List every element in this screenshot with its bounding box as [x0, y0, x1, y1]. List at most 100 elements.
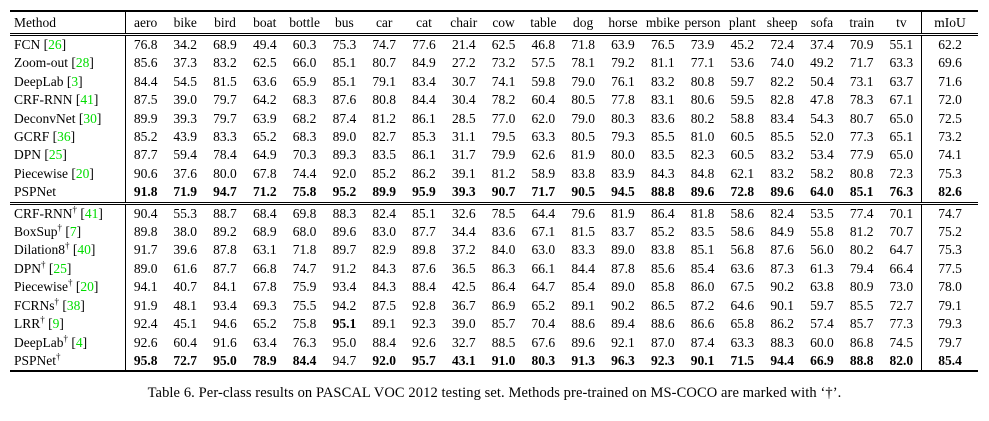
value-cell: 94.6 — [213, 316, 237, 332]
table-row: PSPNet 91.8 71.9 94.7 71.2 75.8 95.2 89.9 95.9 39… — [10, 183, 978, 204]
citation-link[interactable]: 20 — [80, 279, 94, 295]
value-cell: 31.7 — [451, 147, 476, 163]
value-cell: 55.1 — [889, 37, 914, 52]
value-cell: 79.0 — [571, 73, 595, 89]
value-cell: 95.0 — [213, 352, 237, 368]
miou-cell: 74.1 — [921, 146, 978, 165]
value-cell: 92.4 — [133, 316, 158, 332]
citation-link[interactable]: 38 — [66, 297, 81, 313]
value-cell: 88.8 — [650, 184, 675, 200]
value-cell: 81.9 — [571, 147, 595, 163]
table-row: DeconvNet [30] 89.9 39.3 79.7 63.9 68.2 87.4 81… — [10, 109, 978, 129]
header-row: Method aero bike bird boat bottle bus car cat cha… — [10, 11, 978, 35]
value-cell: 90.1 — [770, 297, 794, 313]
value-cell: 69.8 — [284, 201, 325, 224]
column-header-method: Method — [10, 11, 126, 35]
value-cell: 83.4 — [770, 110, 794, 126]
value-cell: 72.7 — [889, 297, 914, 313]
value-cell: 63.3 — [889, 55, 914, 71]
citation-link[interactable]: 25 — [48, 147, 63, 163]
value-cell: 80.3 — [611, 110, 635, 126]
table-section-ms-coco: CRF-RNN† [41] 90.4 55.3 88.7 68.4 69.8 88.3 82.… — [10, 201, 978, 372]
citation-link[interactable]: 4 — [75, 334, 83, 350]
value-cell: 82.9 — [372, 242, 396, 258]
citation-link[interactable]: 20 — [75, 165, 90, 181]
value-cell: 81.2 — [372, 110, 396, 126]
value-cell: 63.8 — [810, 279, 834, 295]
value-cell: 59.4 — [173, 147, 197, 163]
method-cell: DPN [25] — [10, 146, 126, 165]
value-cell: 38.0 — [173, 224, 197, 240]
value-cell: 84.4 — [133, 73, 158, 89]
value-cell: 74.5 — [889, 334, 914, 350]
method-cell: Piecewise [20] — [10, 164, 126, 184]
miou-cell: 75.3 — [921, 241, 978, 260]
value-cell: 82.3 — [690, 147, 715, 163]
value-cell: 57.5 — [531, 55, 556, 71]
value-cell: 91.0 — [491, 352, 516, 368]
value-cell: 89.0 — [332, 129, 357, 145]
method-cell: DPN† [25] — [10, 259, 126, 279]
value-cell: 86.1 — [412, 147, 436, 163]
value-cell: 76.1 — [611, 73, 635, 89]
value-cell: 65.0 — [889, 147, 914, 163]
value-cell: 37.4 — [810, 37, 834, 52]
citation-link[interactable]: 41 — [80, 92, 94, 108]
value-cell: 86.9 — [491, 297, 516, 313]
value-cell: 64.7 — [531, 279, 556, 295]
value-cell: 89.7 — [332, 242, 357, 258]
value-cell: 80.3 — [531, 352, 556, 368]
value-cell: 69.3 — [252, 297, 277, 313]
value-cell: 79.5 — [491, 129, 516, 145]
value-cell: 91.2 — [332, 260, 357, 276]
value-cell: 42.5 — [451, 279, 476, 295]
results-table: Method aero bike bird boat bottle bus car cat cha… — [10, 10, 978, 373]
citation-link[interactable]: 26 — [48, 37, 62, 52]
value-cell: 68.2 — [292, 110, 317, 126]
citation-link[interactable]: 25 — [53, 260, 67, 276]
value-cell: 78.2 — [491, 92, 516, 108]
table-row: CRF-RNN [41] 87.5 39.0 79.7 64.2 68.3 87.6 80.8… — [10, 91, 978, 110]
value-cell: 93.4 — [213, 297, 237, 313]
value-cell: 72.7 — [173, 352, 197, 368]
method-cell: FCN [26] — [10, 34, 126, 55]
value-cell: 63.4 — [252, 334, 277, 350]
value-cell: 84.4 — [571, 260, 595, 276]
value-cell: 55.8 — [810, 224, 834, 240]
citation-link[interactable]: 30 — [83, 110, 97, 126]
value-cell: 54.5 — [173, 73, 197, 89]
value-cell: 95.2 — [332, 184, 357, 200]
value-cell: 77.8 — [611, 92, 635, 108]
citation-link[interactable]: 28 — [75, 55, 90, 71]
citation-link[interactable]: 7 — [69, 224, 77, 240]
dagger-mark: † — [65, 241, 70, 251]
value-cell: 49.4 — [252, 37, 277, 52]
value-cell: 86.4 — [642, 201, 683, 224]
value-cell: 95.8 — [133, 352, 158, 368]
value-cell: 73.1 — [849, 73, 874, 89]
value-cell: 58.6 — [730, 224, 755, 240]
citation-link[interactable]: 9 — [52, 316, 60, 332]
value-cell: 83.1 — [650, 92, 675, 108]
table-row: DPN [25] 87.7 59.4 78.4 64.9 70.3 89.3 83.5 86.1… — [10, 146, 978, 165]
value-cell: 92.1 — [611, 334, 635, 350]
column-header-dog: dog — [573, 15, 594, 30]
value-cell: 78.1 — [571, 55, 595, 71]
value-cell: 83.3 — [213, 129, 237, 145]
value-cell: 95.1 — [332, 316, 357, 332]
citation-link[interactable]: 41 — [84, 205, 99, 221]
value-cell: 91.7 — [133, 242, 158, 258]
method-cell: GCRF [36] — [10, 128, 126, 147]
value-cell: 89.1 — [372, 316, 396, 332]
citation-link[interactable]: 40 — [77, 242, 91, 258]
value-cell: 83.6 — [650, 110, 675, 126]
value-cell: 79.1 — [372, 73, 396, 89]
value-cell: 87.5 — [372, 297, 396, 313]
citation-link[interactable]: 3 — [71, 73, 79, 89]
value-cell: 55.3 — [165, 201, 206, 224]
citation-link[interactable]: 36 — [57, 129, 71, 145]
value-cell: 79.7 — [213, 92, 237, 108]
miou-cell: 75.2 — [921, 223, 978, 242]
dagger-mark: † — [56, 351, 61, 362]
value-cell: 39.0 — [173, 92, 197, 108]
